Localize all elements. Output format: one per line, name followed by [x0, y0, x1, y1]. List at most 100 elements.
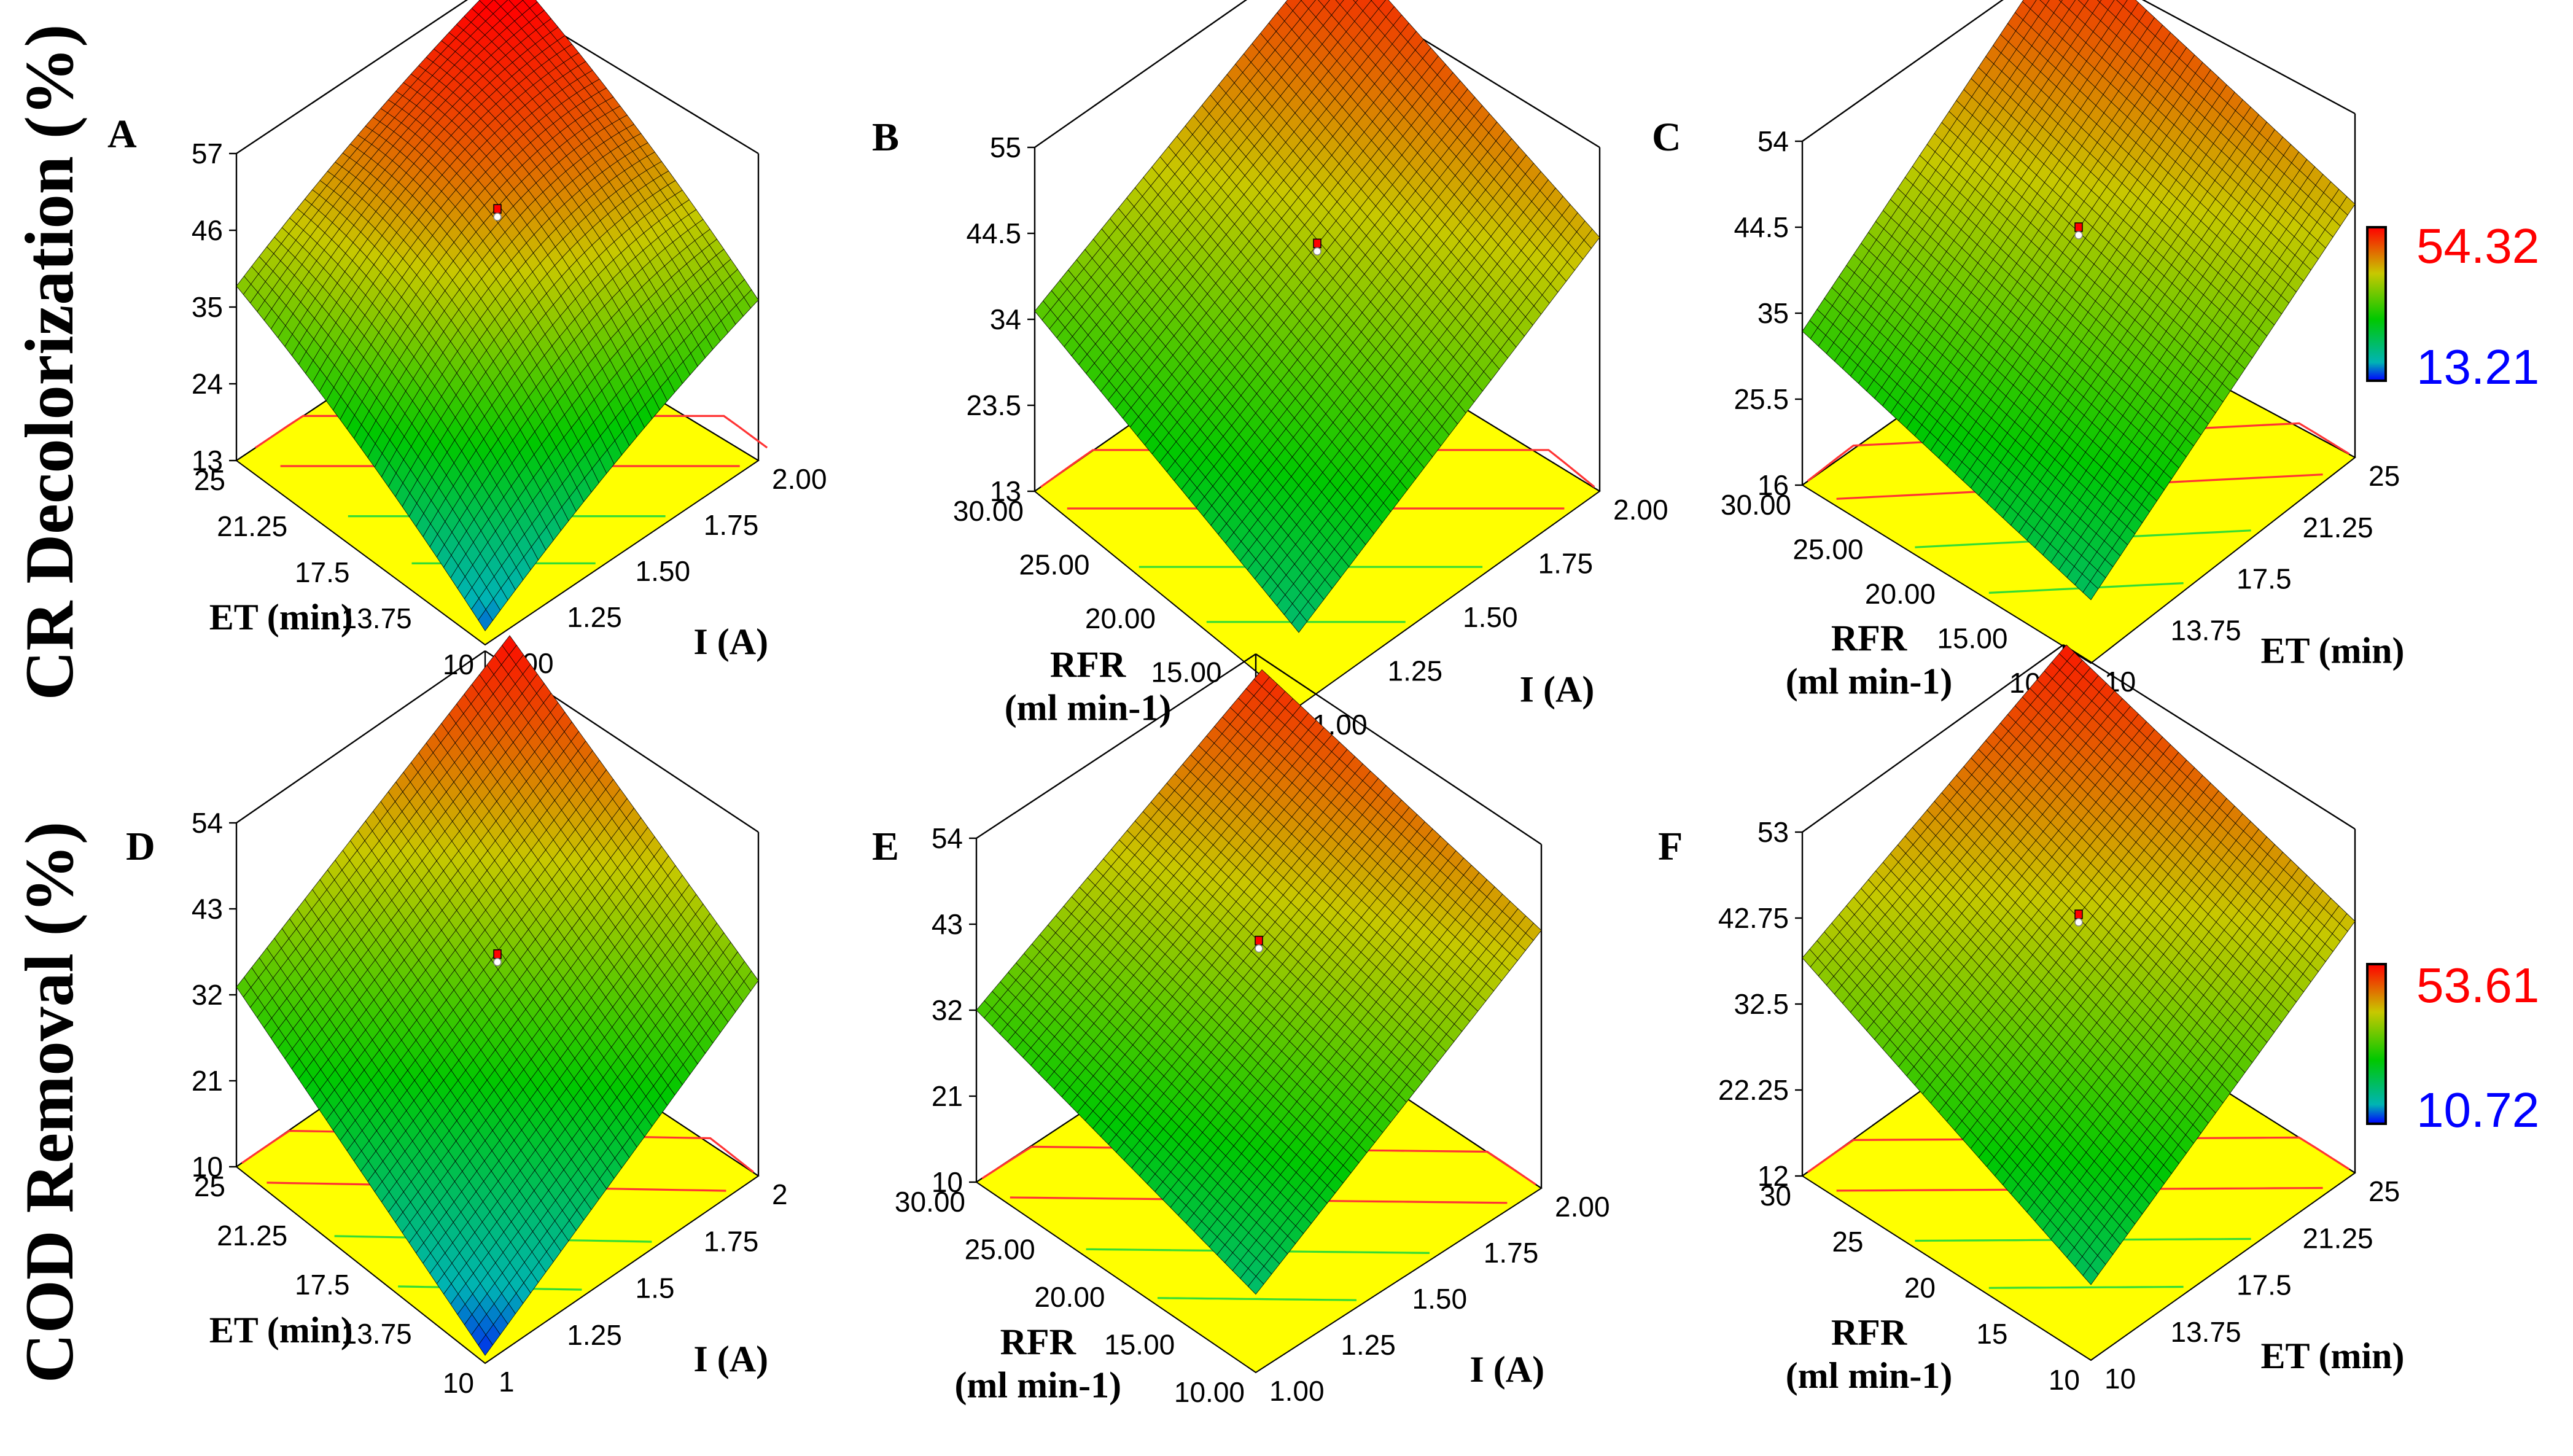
right-axis-tick-label: 1.75	[1538, 548, 1594, 580]
z-tick-label: 43	[932, 908, 963, 940]
left-axis-tick-label: 10	[443, 648, 474, 680]
left-axis-tick-label: 30	[1760, 1180, 1791, 1212]
right-axis-title: ET (min)	[2261, 630, 2405, 671]
left-axis-tick-label: 17.5	[295, 1269, 350, 1301]
left-axis-tick-label: 25.00	[1019, 549, 1089, 581]
right-axis-tick-label: 13.75	[2171, 614, 2241, 646]
design-point-marker-low	[493, 957, 502, 967]
right-axis-tick-label: 21.25	[2303, 512, 2373, 543]
z-tick-label: 13	[192, 445, 223, 477]
right-axis-tick-label: 1	[499, 1366, 515, 1398]
right-axis-tick-label: 2.00	[1555, 1191, 1610, 1223]
panel-d: D 10 21 32 43 54 10 13.75 17.521.25 25 1 1.25 1.5 1.7…	[126, 635, 788, 1399]
z-tick-label: 16	[1758, 469, 1789, 501]
right-axis-tick-label: 21.25	[2303, 1222, 2373, 1254]
left-axis-title: ET (min)	[209, 1310, 353, 1350]
z-tick-label: 10	[932, 1166, 963, 1198]
left-axis-unit: (ml min-1)	[1786, 1355, 1953, 1396]
left-axis-tick-label: 20	[1904, 1272, 1936, 1304]
design-point-marker	[493, 204, 502, 214]
design-point-marker-low	[1313, 247, 1322, 256]
right-axis-tick-label: 1.50	[1412, 1283, 1468, 1315]
right-axis-title: I (A)	[693, 621, 768, 662]
z-tick-label: 57	[192, 138, 223, 169]
z-tick-label: 44.5	[1734, 211, 1789, 243]
panel-letter: F	[1658, 824, 1683, 869]
response-surface	[1802, 0, 2356, 601]
right-axis-tick-label: 10	[2104, 1363, 2136, 1395]
panel-letter: B	[872, 115, 899, 160]
right-axis-tick-label: 17.5	[2236, 1269, 2292, 1301]
z-tick-label: 10	[192, 1151, 223, 1183]
panel-b: B1323.53444.55510.0015.0020.0025.0030.00…	[872, 0, 1668, 742]
z-tick-label: 42.75	[1718, 902, 1789, 934]
left-axis-tick-label: 15	[1976, 1318, 2007, 1350]
right-axis-tick-label: 25	[2369, 460, 2400, 492]
right-axis-tick-label: 2	[772, 1178, 788, 1210]
left-axis-title: ET (min)	[209, 597, 353, 637]
right-axis-tick-label: 1.25	[1388, 655, 1443, 687]
right-axis-title: I (A)	[693, 1339, 768, 1379]
left-axis-tick-label: 13.75	[341, 1318, 412, 1350]
left-axis-tick-label: 10.00	[1174, 1376, 1245, 1408]
left-axis-tick-label: 15.00	[1937, 623, 2007, 655]
right-axis-title: I (A)	[1469, 1349, 1544, 1390]
z-tick-label: 35	[1758, 297, 1789, 329]
response-surface	[236, 635, 759, 1356]
z-tick-label: 54	[1758, 125, 1789, 157]
z-tick-label: 21	[192, 1065, 223, 1097]
left-axis-title: RFR	[1000, 1322, 1076, 1363]
z-tick-label: 35	[192, 291, 223, 323]
right-axis-tick-label: 1.00	[1269, 1375, 1325, 1407]
response-surface	[1802, 644, 2356, 1285]
right-axis-tick-label: 1.25	[567, 601, 622, 633]
z-tick-label: 44.5	[966, 217, 1021, 249]
row-title-top: CR Decolorization (%)	[12, 24, 88, 700]
left-axis-unit: (ml min-1)	[1005, 688, 1172, 728]
z-tick-label: 21	[932, 1080, 963, 1112]
right-axis-title: ET (min)	[2261, 1336, 2405, 1376]
left-axis-tick-label: 25	[194, 1170, 225, 1202]
colorbar-bottom-min-label: 10.72	[2416, 1083, 2539, 1137]
right-axis-tick-label: 13.75	[2171, 1316, 2241, 1348]
left-axis-tick-label: 25.00	[965, 1234, 1035, 1266]
left-axis-tick-label: 20.00	[1865, 578, 1936, 610]
left-axis-tick-label: 15.00	[1151, 656, 1221, 688]
z-tick-label: 23.5	[966, 389, 1021, 421]
left-axis-tick-label: 30.00	[895, 1186, 965, 1218]
right-axis-tick-label: 2.00	[1613, 494, 1668, 526]
left-axis-tick-label: 10	[443, 1367, 474, 1399]
response-surface	[976, 669, 1542, 1295]
left-axis-tick-label: 20.00	[1034, 1281, 1105, 1313]
right-axis-tick-label: 1.25	[567, 1319, 622, 1351]
right-axis-tick-label: 2.00	[772, 463, 827, 495]
panel-a: A13243546571013.7517.521.25251.001.251.5…	[107, 0, 827, 680]
row-title-bottom: COD Removal (%)	[12, 822, 88, 1383]
panel-c: C1625.53544.55410.0015.0020.0025.0030.00…	[1652, 0, 2404, 702]
colorbar-top-min-label: 13.21	[2416, 340, 2539, 394]
right-axis-tick-label: 1.5	[636, 1272, 675, 1304]
left-axis-tick-label: 30.00	[1721, 489, 1791, 521]
left-axis-title: RFR	[1050, 645, 1126, 685]
z-tick-label: 34	[990, 303, 1021, 335]
z-tick-label: 32	[192, 979, 223, 1011]
z-tick-label: 53	[1758, 816, 1789, 848]
design-point-marker	[1255, 935, 1263, 946]
colorbar-top-gradient	[2366, 226, 2387, 382]
left-axis-tick-label: 17.5	[295, 556, 350, 588]
design-point-marker-low	[2074, 231, 2083, 239]
z-tick-label: 46	[192, 214, 223, 246]
right-axis-tick-label: 17.5	[2236, 563, 2292, 595]
colorbar-bottom: 53.61 10.72	[2366, 958, 2539, 1137]
right-axis-tick-label: 1.50	[1463, 601, 1518, 633]
design-point-marker-low	[1255, 944, 1263, 953]
left-axis-unit: (ml min-1)	[954, 1365, 1121, 1406]
left-axis-tick-label: 25	[194, 464, 225, 496]
panel-letter: E	[872, 824, 899, 869]
colorbar-bottom-max-label: 53.61	[2416, 958, 2539, 1013]
left-axis-tick-label: 20.00	[1085, 602, 1156, 634]
design-point-marker-low	[2074, 918, 2083, 927]
z-tick-label: 24	[192, 368, 223, 400]
design-point-marker	[2074, 909, 2083, 919]
